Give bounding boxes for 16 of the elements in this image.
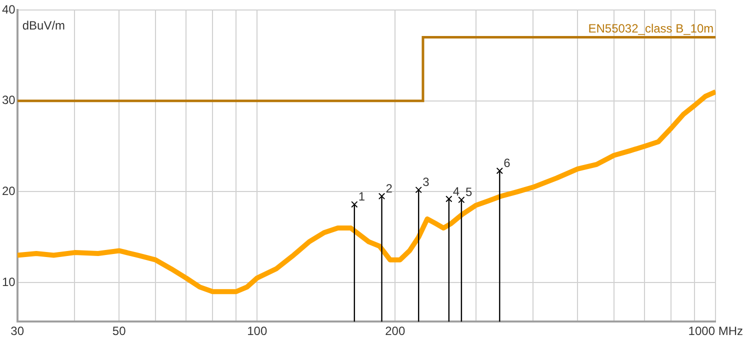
annotation: 1 xyxy=(358,190,366,204)
y-tick-label: 20 xyxy=(2,184,16,198)
x-tick-label: 200 xyxy=(385,324,406,338)
x-tick-label: 100 xyxy=(247,324,268,338)
y-tick-label: 10 xyxy=(2,274,16,289)
series-label: EN55032_class B_10m xyxy=(588,22,714,36)
annotation: 5 xyxy=(465,185,472,200)
annotation: 6 xyxy=(504,156,511,170)
x-tick-label: 1000 MHz xyxy=(688,324,744,338)
annotation: 3 xyxy=(422,175,430,190)
x-tick-label: 50 xyxy=(112,324,126,338)
annotation: 2 xyxy=(386,182,393,196)
y-axis-title: dBuV/m xyxy=(22,18,66,32)
annotation: 4 xyxy=(452,184,460,198)
y-tick-label: 40 xyxy=(2,2,16,16)
y-tick-label: 30 xyxy=(2,93,16,108)
